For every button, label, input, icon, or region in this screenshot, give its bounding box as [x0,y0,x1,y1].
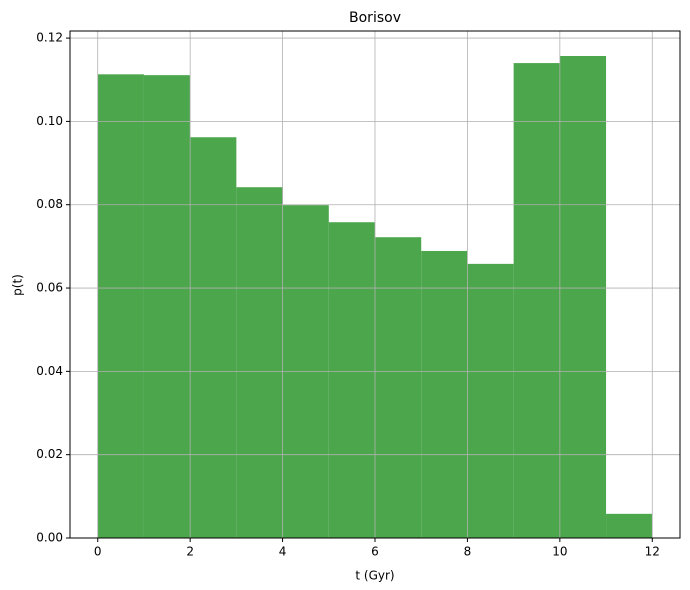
x-tick-label: 0 [94,545,102,559]
y-tick-label: 0.00 [36,531,63,545]
x-tick-label: 6 [371,545,379,559]
y-tick-label: 0.08 [36,197,63,211]
bar [606,513,653,538]
bar [513,63,560,538]
x-axis-label: t (Gyr) [355,569,394,583]
bar [97,74,144,539]
y-tick-label: 0.06 [36,281,63,295]
bar [190,137,237,538]
y-tick-label: 0.04 [36,364,63,378]
bar [375,237,422,538]
bar [467,263,514,538]
bar [559,55,607,539]
x-tick-label: 12 [645,545,660,559]
bar [143,75,191,538]
x-tick-label: 10 [552,545,567,559]
y-tick-label: 0.02 [36,447,63,461]
y-tick-label: 0.12 [36,31,63,45]
plot-frame [69,30,681,539]
x-tick-label: 4 [279,545,287,559]
x-tick-label: 8 [464,545,472,559]
bar [421,250,468,538]
bar [328,222,375,538]
chart-title: Borisov [349,10,401,26]
bar [236,187,283,539]
y-tick-label: 0.10 [36,114,63,128]
x-tick-label: 2 [186,545,194,559]
y-axis-label: p(t) [11,274,25,296]
